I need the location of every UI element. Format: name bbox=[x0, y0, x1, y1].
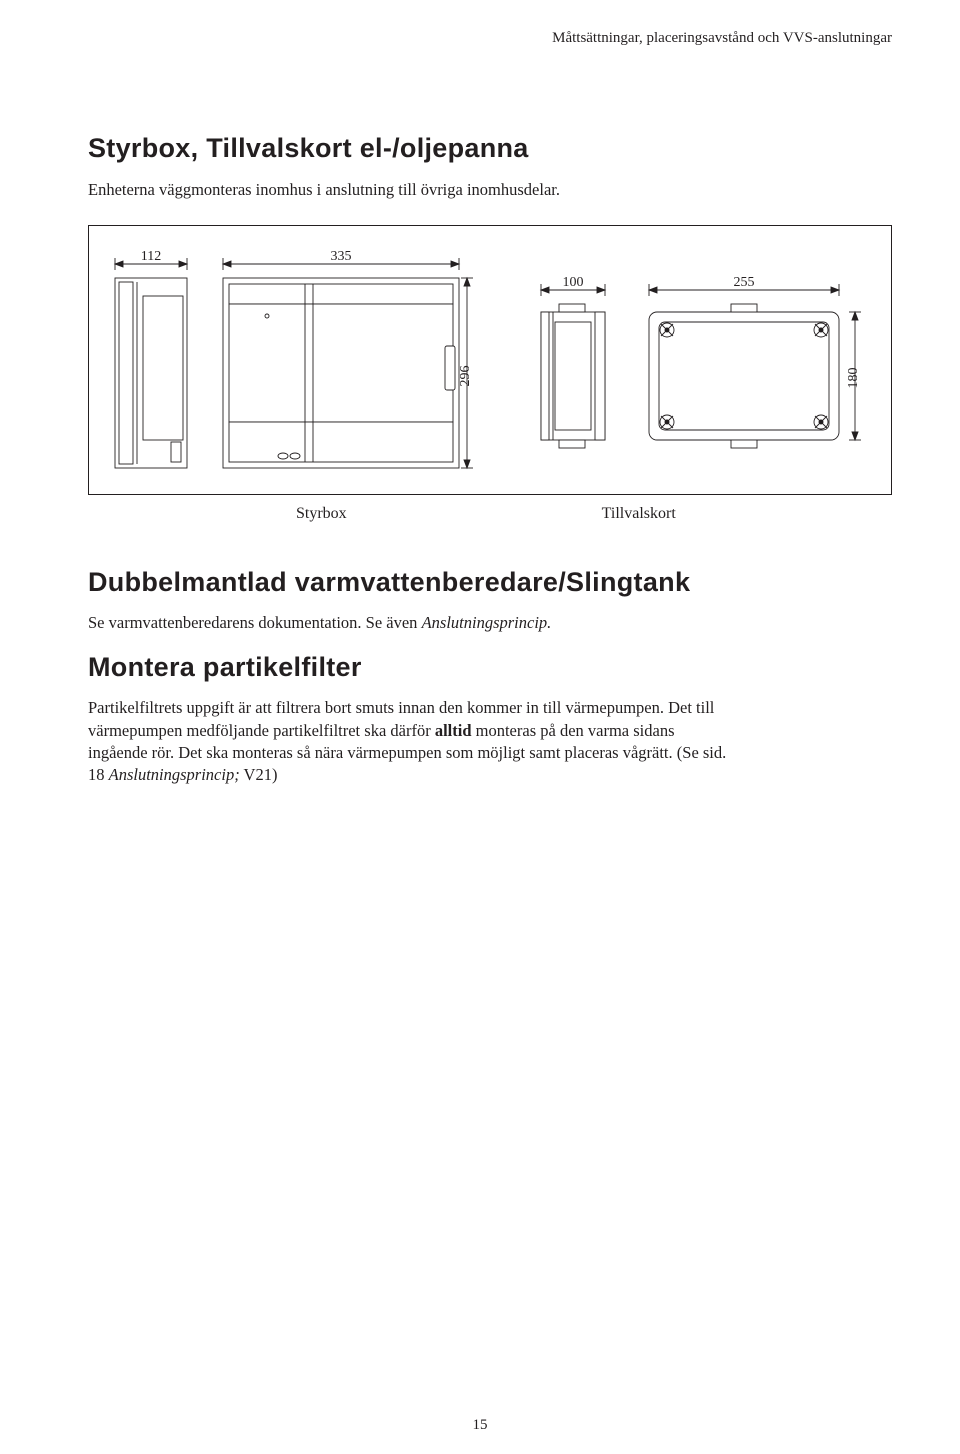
dim-styrbox-width: 335 bbox=[331, 250, 352, 264]
running-header: Måttsättningar, placeringsavstånd och VV… bbox=[88, 30, 892, 47]
section3-paragraph: Partikelfiltrets uppgift är att filtrera… bbox=[88, 697, 728, 786]
page: Måttsättningar, placeringsavstånd och VV… bbox=[0, 0, 960, 1454]
dimension-diagram: 112 335 bbox=[88, 225, 892, 495]
section3-text-tail: V21) bbox=[240, 765, 278, 784]
caption-tillvalskort: Tillvalskort bbox=[602, 505, 676, 523]
dim-tillvalskort-width: 255 bbox=[734, 276, 755, 290]
page-number: 15 bbox=[0, 1417, 960, 1434]
caption-styrbox: Styrbox bbox=[296, 505, 347, 523]
tillvalskort-front-drawing: 255 bbox=[633, 276, 881, 476]
tillvalskort-side-drawing: 100 bbox=[529, 276, 619, 466]
styrbox-side-drawing: 112 bbox=[107, 250, 197, 476]
section3-heading: Montera partikelfilter bbox=[88, 652, 892, 683]
styrbox-front-drawing: 335 bbox=[213, 250, 473, 482]
section1-heading: Styrbox, Tillvalskort el-/oljepanna bbox=[88, 133, 892, 164]
dim-styrbox-height: 296 bbox=[458, 366, 473, 387]
section3-text-italic: Anslutningsprincip; bbox=[109, 765, 240, 784]
section1-lead: Enheterna väggmonteras inomhus i anslutn… bbox=[88, 178, 892, 201]
section3-text-bold: alltid bbox=[435, 721, 472, 740]
section2-heading: Dubbelmantlad varmvattenberedare/Slingta… bbox=[88, 567, 892, 598]
section2-paragraph: Se varmvattenberedarens dokumentation. S… bbox=[88, 612, 728, 634]
section2-text-italic: Anslutningsprincip. bbox=[422, 613, 552, 632]
dim-styrbox-depth: 112 bbox=[141, 250, 161, 264]
diagram-captions: Styrbox Tillvalskort bbox=[88, 505, 892, 523]
section2-text-a: Se varmvattenberedarens dokumentation. S… bbox=[88, 613, 422, 632]
dim-tillvalskort-height: 180 bbox=[846, 368, 861, 389]
dim-tillvalskort-depth: 100 bbox=[563, 276, 584, 290]
